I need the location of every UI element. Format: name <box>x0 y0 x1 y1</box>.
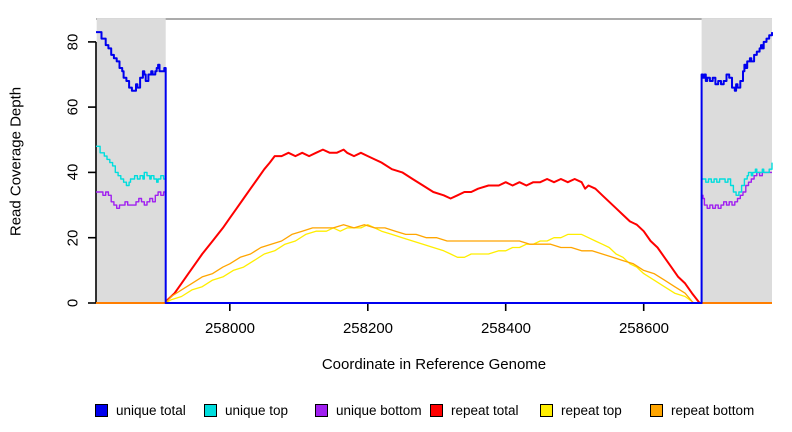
legend-swatch-icon <box>204 403 217 417</box>
legend-label: unique total <box>116 402 186 418</box>
legend-label: repeat bottom <box>671 402 755 418</box>
shaded-region-left-flank <box>96 18 166 303</box>
legend-label: unique bottom <box>336 402 422 418</box>
y-tick-label: 40 <box>64 163 82 181</box>
y-axis-title: Read Coverage Depth <box>7 86 25 237</box>
series-line-repeat-bottom <box>96 224 772 304</box>
legend-swatch-icon <box>540 403 553 417</box>
legend-item-repeat-top: repeat top <box>540 402 622 418</box>
series-line-unique-total <box>96 31 773 304</box>
legend-item-unique-bottom: unique bottom <box>315 402 422 418</box>
series-line-repeat-top <box>96 224 772 304</box>
legend-swatch-icon <box>650 403 663 417</box>
x-tick-label: 258400 <box>480 320 532 337</box>
legend-label: repeat top <box>561 402 622 418</box>
legend-item-repeat-bottom: repeat bottom <box>650 402 754 418</box>
legend-item-unique-top: unique top <box>204 402 288 418</box>
legend-swatch-icon <box>430 403 443 417</box>
legend-item-unique-total: unique total <box>95 402 186 418</box>
legend-label: repeat total <box>451 402 519 418</box>
legend-swatch-icon <box>315 403 328 417</box>
shaded-region-right-flank <box>701 18 772 303</box>
y-tick-label: 20 <box>64 229 82 247</box>
y-tick-label: 0 <box>64 298 82 308</box>
legend: unique total unique top unique bottom repea… <box>0 400 792 420</box>
x-tick-label: 258200 <box>342 320 394 337</box>
legend-item-repeat-total: repeat total <box>430 402 519 418</box>
legend-swatch-icon <box>95 403 108 417</box>
y-tick-label: 80 <box>64 33 82 51</box>
x-tick-label: 258600 <box>618 320 670 337</box>
y-tick-label: 60 <box>64 98 82 116</box>
x-axis-title: Coordinate in Reference Genome <box>321 356 547 373</box>
series-line-repeat-total <box>96 148 772 304</box>
legend-label: unique top <box>225 402 289 418</box>
x-tick-label: 258000 <box>204 320 256 337</box>
